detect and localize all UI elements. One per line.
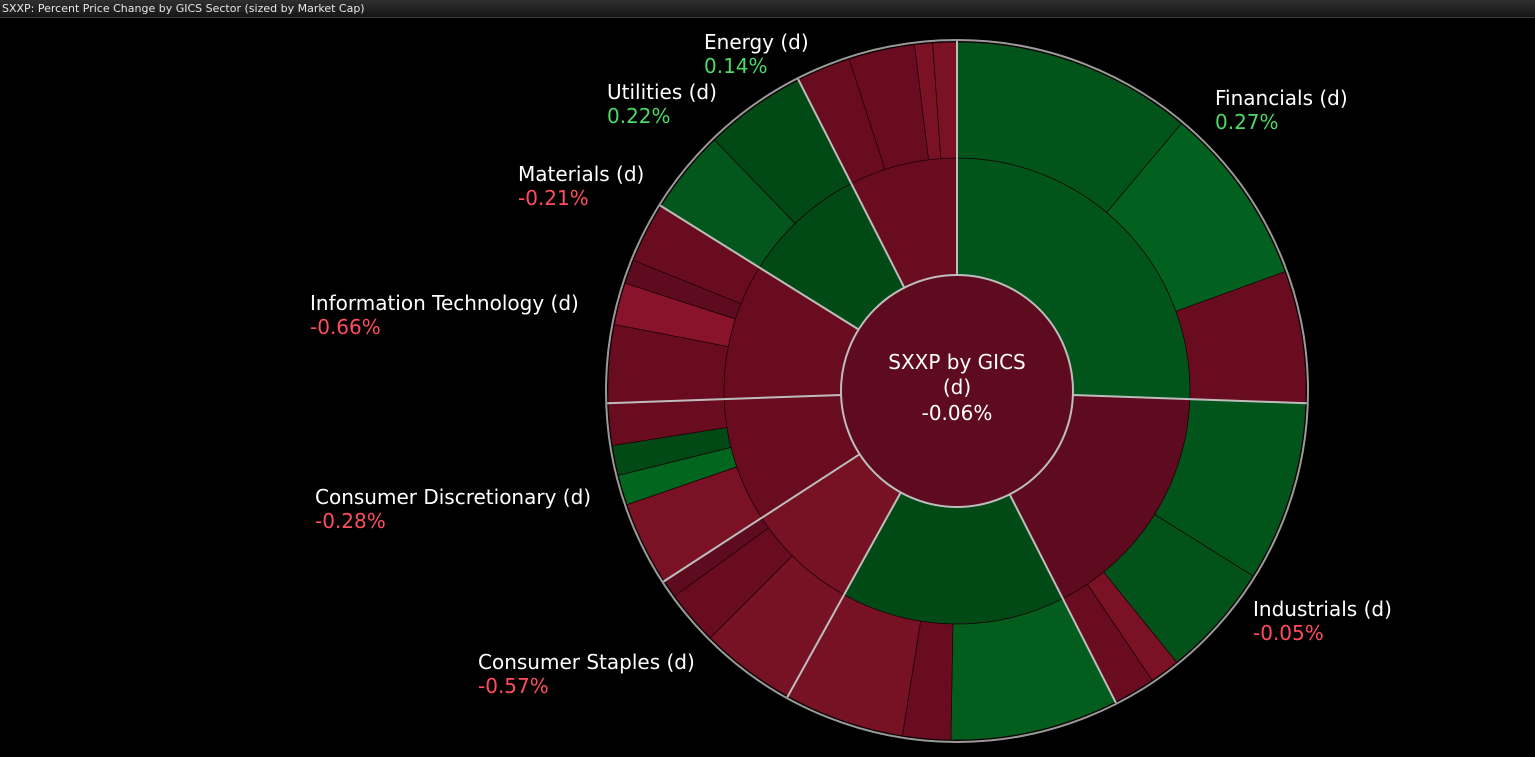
sector-label-financials: Financials (d) — [1215, 86, 1348, 110]
sector-change-financials: 0.27% — [1215, 110, 1279, 134]
sector-change-industrials: -0.05% — [1253, 621, 1324, 645]
sector-label-materials: Materials (d) — [518, 162, 644, 186]
separator-lines — [607, 41, 1307, 704]
sector-change-information-technology: -0.66% — [310, 315, 381, 339]
sector-change-energy: 0.14% — [704, 54, 768, 78]
sector-boundary-6 — [607, 394, 842, 405]
sector-label-information-technology: Information Technology (d) — [310, 291, 579, 315]
chart-title: SXXP: Percent Price Change by GICS Secto… — [2, 2, 365, 15]
sector-change-utilities: 0.22% — [607, 104, 671, 128]
sector-segments — [607, 41, 1307, 741]
sector-boundary-8 — [797, 78, 906, 289]
center-value: -0.06% — [922, 401, 993, 425]
sector-label-utilities: Utilities (d) — [607, 80, 717, 104]
center-circle[interactable] — [840, 274, 1074, 508]
sector-boundary-2 — [1072, 394, 1307, 405]
sector-label-consumer-discretionary: Consumer Discretionary (d) — [315, 485, 591, 509]
sector-boundary-5 — [662, 453, 861, 583]
sector-boundary-4 — [786, 491, 902, 698]
center-title: SXXP by GICS — [888, 350, 1025, 374]
sector-boundary-7 — [659, 204, 860, 331]
sector-label-energy: Energy (d) — [704, 30, 809, 54]
sector-change-consumer-staples: -0.57% — [478, 674, 549, 698]
sector-change-materials: -0.21% — [518, 186, 589, 210]
sector-boundary-3 — [1008, 493, 1117, 704]
sector-label-consumer-staples: Consumer Staples (d) — [478, 650, 695, 674]
sunburst-chart: SXXP by GICS (d) -0.06% Financials (d) 0… — [310, 30, 1392, 743]
sector-change-consumer-discretionary: -0.28% — [315, 509, 386, 533]
center-subtitle: (d) — [943, 375, 971, 399]
sector-label-industrials: Industrials (d) — [1253, 597, 1392, 621]
outer-ring-border — [605, 39, 1309, 743]
title-bar: SXXP: Percent Price Change by GICS Secto… — [0, 0, 1535, 18]
